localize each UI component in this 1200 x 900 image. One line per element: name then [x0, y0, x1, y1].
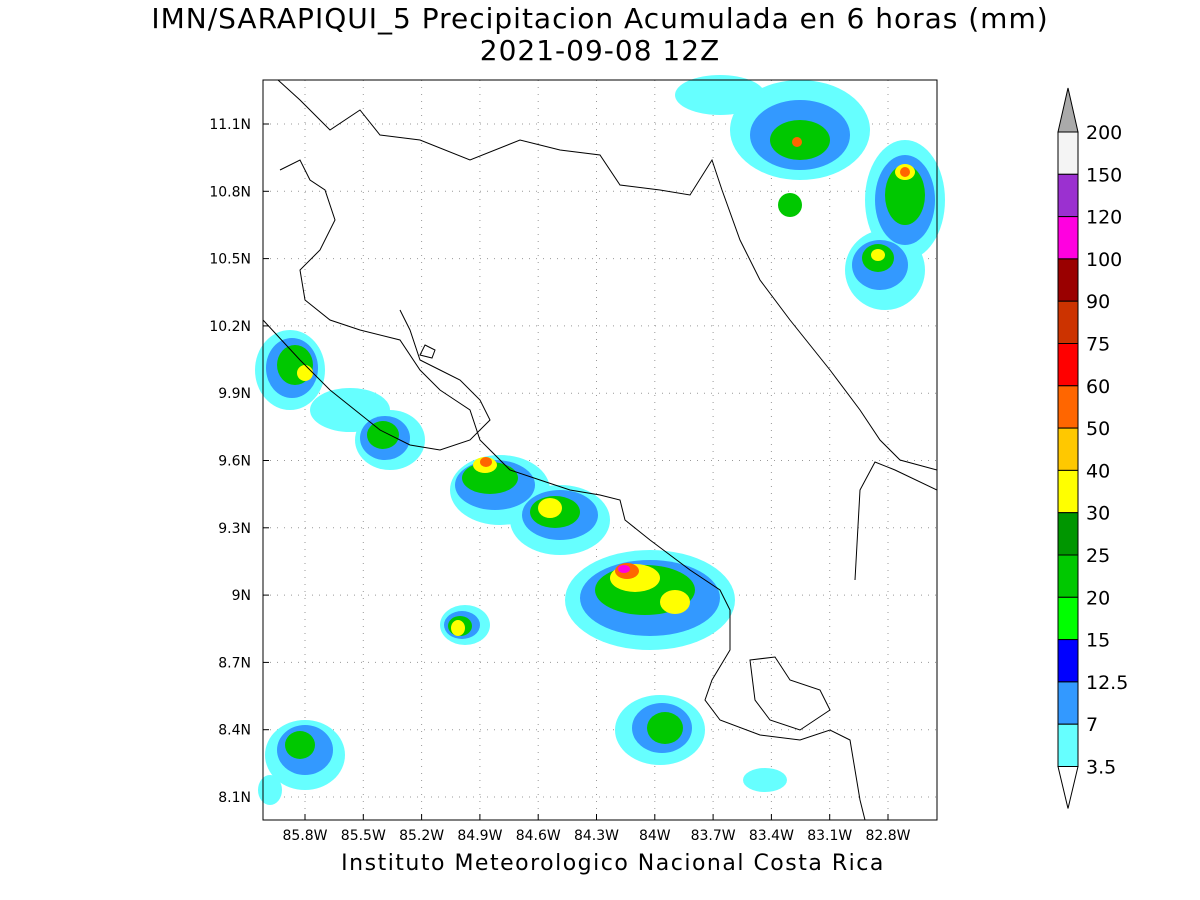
lon-label: 85.8W: [282, 828, 327, 844]
lat-label: 9N: [232, 588, 251, 604]
map-frame: [262, 79, 938, 821]
colorbar-bottom: [1057, 766, 1079, 809]
lat-label: 10.2N: [209, 319, 251, 335]
lon-label: 83.7W: [691, 828, 736, 844]
lon-label: 84.3W: [574, 828, 619, 844]
lat-label: 10.8N: [209, 184, 251, 200]
colorbar-band: [1057, 596, 1079, 641]
colorbar-band: [1057, 385, 1079, 429]
lat-label: 8.4N: [218, 723, 251, 739]
lat-label: 8.1N: [218, 790, 251, 806]
lat-label: 9.3N: [218, 521, 251, 537]
colorbar-label: 20: [1086, 587, 1110, 609]
colorbar-label: 30: [1086, 503, 1110, 525]
colorbar-label: 60: [1086, 376, 1110, 398]
colorbar-band: [1057, 639, 1079, 683]
lon-label: 82.8W: [865, 828, 910, 844]
colorbar-label: 150: [1086, 164, 1122, 186]
colorbar-label: 90: [1086, 291, 1110, 313]
colorbar-band: [1057, 216, 1079, 260]
lon-label: 83.4W: [749, 828, 794, 844]
colorbar-band: [1057, 554, 1079, 598]
lon-label: 84.6W: [516, 828, 561, 844]
colorbar-label: 120: [1086, 207, 1122, 229]
colorbar-band: [1057, 300, 1079, 345]
lon-label: 84.9W: [457, 828, 502, 844]
lat-label: 10.5N: [209, 252, 251, 268]
colorbar-band: [1057, 343, 1079, 387]
footer: Instituto Meteorologico Nacional Costa R…: [341, 851, 885, 876]
coastlines: [263, 80, 937, 820]
colorbar-band: [1057, 427, 1079, 471]
lon-label: 84W: [639, 828, 671, 844]
colorbar-label: 7: [1086, 714, 1098, 736]
colorbar-band: [1057, 258, 1079, 302]
colorbar-band: [1057, 173, 1079, 218]
colorbar-label: 200: [1086, 122, 1122, 144]
colorbar-label: 75: [1086, 334, 1110, 356]
colorbar-top: [1057, 87, 1079, 133]
colorbar-band: [1057, 723, 1079, 768]
colorbar-label: 3.5: [1086, 757, 1116, 779]
lon-label: 83.1W: [807, 828, 852, 844]
subtitle: 2021-09-08 12Z: [480, 34, 720, 67]
colorbar-label: 40: [1086, 460, 1110, 482]
colorbar-band: [1057, 131, 1079, 175]
lat-label: 11.1N: [209, 117, 251, 133]
lat-label: 9.9N: [218, 386, 251, 402]
lat-label: 8.7N: [218, 655, 251, 671]
colorbar-label: 50: [1086, 418, 1110, 440]
colorbar-label: 15: [1086, 630, 1110, 652]
lon-label: 85.2W: [399, 828, 444, 844]
lat-label: 9.6N: [218, 454, 251, 470]
colorbar-label: 12.5: [1086, 672, 1128, 694]
colorbar-band: [1057, 681, 1079, 725]
colorbar-band: [1057, 512, 1079, 556]
lon-label: 85.5W: [341, 828, 386, 844]
colorbar-band: [1057, 469, 1079, 514]
precipitation: [255, 75, 945, 805]
title: IMN/SARAPIQUI_5 Precipitacion Acumulada …: [151, 2, 1048, 35]
colorbar: 200 150 120 100 90 75 60 50 40 30 25 20 15 12.5 7 3.5: [1057, 87, 1128, 809]
colorbar-label: 100: [1086, 249, 1122, 271]
colorbar-label: 25: [1086, 545, 1110, 567]
